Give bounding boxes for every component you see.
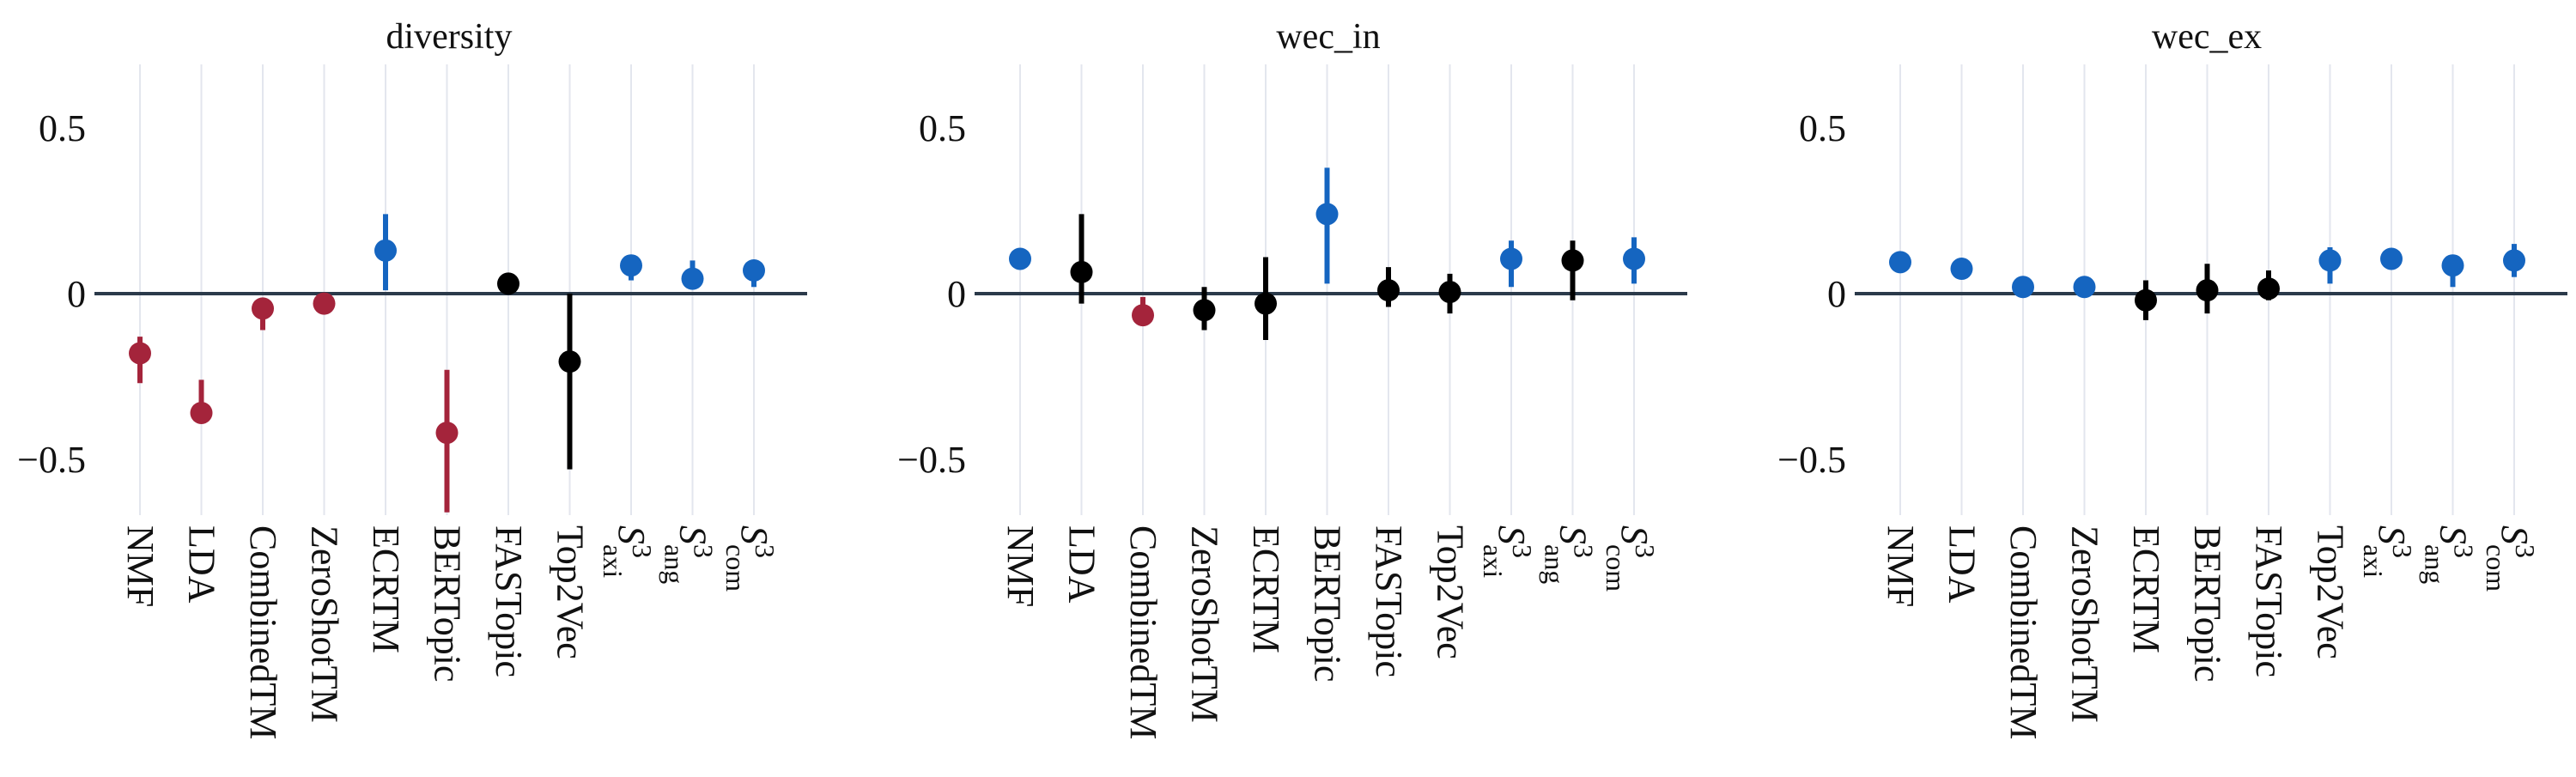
x-tick-label: Top2Vec	[2310, 525, 2352, 659]
x-tick-label: NMF	[119, 525, 161, 607]
chart-panel-2: wec_ex 0.5 0 −0.5 NMF LDA CombinedTM ZeroShotTM…	[1777, 17, 2567, 739]
data-point	[252, 297, 274, 320]
chart-title: diversity	[386, 17, 513, 57]
x-tick-label: S3axi	[1478, 525, 1538, 578]
y-tick-label: 0.5	[919, 107, 966, 149]
data-point	[620, 254, 642, 277]
y-tick-label: −0.5	[897, 439, 966, 481]
x-tick-label: NMF	[999, 525, 1042, 607]
data-point	[1255, 292, 1277, 315]
data-point	[2441, 254, 2464, 277]
x-tick-label: ECRTM	[2125, 525, 2167, 653]
data-point	[1623, 247, 1645, 270]
x-tick-label: BERTopic	[1307, 525, 1349, 683]
x-tick-label: FASTopic	[1368, 525, 1410, 677]
data-point	[497, 272, 519, 295]
x-tick-label: ZeroShotTM	[1184, 525, 1226, 723]
y-tick-label: −0.5	[1777, 439, 1846, 481]
x-tick-label: ZeroShotTM	[304, 525, 346, 723]
data-point	[1438, 281, 1461, 304]
x-tick-label: ECRTM	[365, 525, 407, 653]
x-tick-label: BERTopic	[2187, 525, 2229, 683]
x-tick-label: S3com	[720, 525, 781, 592]
data-point	[558, 350, 581, 373]
data-point	[129, 342, 151, 365]
x-tick-label: FASTopic	[2248, 525, 2290, 677]
data-point	[313, 292, 336, 315]
x-tick-label: BERTopic	[427, 525, 469, 683]
x-tick-label: S3ang	[2420, 525, 2480, 584]
x-tick-label: LDA	[181, 525, 223, 604]
data-point	[2318, 249, 2342, 272]
x-tick-label: S3ang	[1540, 525, 1600, 584]
y-tick-label: 0	[1827, 273, 1846, 315]
y-tick-label: 0.5	[1799, 107, 1846, 149]
x-tick-label: S3com	[1601, 525, 1661, 592]
chart-panel-1: wec_in 0.5 0 −0.5 NMF LDA CombinedTM ZeroShotTM…	[897, 17, 1687, 739]
x-tick-label: S3axi	[2358, 525, 2418, 578]
x-tick-label: NMF	[1880, 525, 1922, 607]
x-tick-label: S3ang	[659, 525, 720, 584]
y-tick-label: −0.5	[17, 439, 86, 481]
x-tick-label: S3axi	[598, 525, 658, 578]
data-point	[2135, 288, 2157, 312]
data-point	[1009, 247, 1031, 270]
y-tick-label: 0	[947, 273, 966, 315]
data-point	[2503, 249, 2525, 272]
data-point	[2196, 279, 2219, 302]
chart-title: wec_ex	[2152, 17, 2262, 57]
data-point	[681, 267, 704, 290]
data-point	[1377, 279, 1400, 302]
data-point	[435, 422, 459, 445]
chart-title: wec_in	[1276, 17, 1380, 57]
data-point	[2257, 277, 2280, 300]
chart-panel-0: diversity 0.5 0 −0.5 NMF LDA CombinedTM ZeroSho…	[17, 17, 807, 739]
x-tick-label: Top2Vec	[1430, 525, 1472, 659]
y-tick-label: 0.5	[39, 107, 86, 149]
x-tick-label: LDA	[1941, 525, 1984, 604]
y-tick-label: 0	[67, 273, 86, 315]
data-point	[1889, 251, 1911, 274]
data-point	[743, 258, 765, 282]
data-point	[1950, 258, 1973, 281]
x-tick-label: S3com	[2481, 525, 2541, 592]
data-point	[1500, 247, 1522, 270]
x-tick-label: CombinedTM	[242, 525, 284, 739]
x-tick-label: ZeroShotTM	[2064, 525, 2106, 723]
data-point	[1132, 304, 1154, 327]
x-tick-label: Top2Vec	[550, 525, 592, 659]
data-point	[2012, 276, 2034, 299]
data-point	[1561, 249, 1584, 272]
data-point	[1070, 260, 1093, 283]
x-tick-label: CombinedTM	[1122, 525, 1164, 739]
x-tick-label: LDA	[1061, 525, 1103, 604]
x-tick-label: FASTopic	[488, 525, 530, 677]
data-point	[2380, 247, 2403, 270]
x-tick-label: ECRTM	[1245, 525, 1287, 653]
x-tick-label: CombinedTM	[2002, 525, 2044, 739]
data-point	[190, 401, 213, 424]
data-point	[1315, 203, 1339, 226]
data-point	[2073, 276, 2096, 299]
data-point	[374, 239, 397, 262]
data-point	[1193, 299, 1216, 322]
